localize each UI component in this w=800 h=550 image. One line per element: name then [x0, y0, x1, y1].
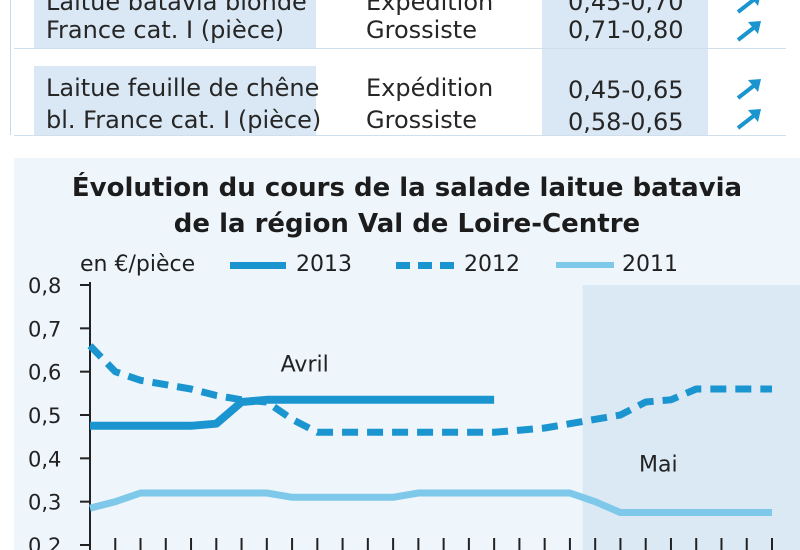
product-name: bl. France cat. I (pièce): [46, 106, 322, 134]
price-value: 0,45-0,65: [568, 76, 684, 104]
chart-subtitle: de la région Val de Loire-Centre: [173, 209, 641, 239]
legend-swatch-2011: [556, 250, 620, 280]
up-arrow-icon: [736, 79, 761, 100]
y-tick-label: 0,8: [28, 274, 61, 298]
legend-label-2013: 2013: [296, 252, 352, 277]
legend-label-2012: 2012: [464, 252, 520, 277]
y-tick-label: 0,2: [28, 534, 61, 550]
product-name: France cat. I (pièce): [46, 16, 285, 44]
stage-label: Expédition: [366, 0, 494, 16]
y-tick-label: 0,6: [28, 361, 61, 385]
series-line-2011: [89, 489, 772, 516]
product-name: Laitue batavia blonde: [46, 0, 307, 16]
stage-label: Grossiste: [366, 106, 477, 134]
series-line-2012: [87, 343, 772, 436]
chart-title: Évolution du cours de la salade laitue b…: [71, 173, 743, 203]
stage-label: Grossiste: [366, 16, 477, 44]
product-cell-batavia: [34, 0, 316, 48]
month-label: Mai: [639, 452, 678, 477]
price-value: 0,58-0,65: [568, 108, 684, 136]
price-value: 0,45-0,70: [568, 0, 684, 16]
up-arrow-icon: [736, 0, 760, 14]
stage-label: Expédition: [366, 74, 494, 102]
product-cell-chene: [34, 66, 316, 135]
legend-swatch-2013: [230, 250, 290, 280]
y-tick-label: 0,4: [28, 447, 61, 471]
product-name: Laitue feuille de chêne: [46, 74, 320, 102]
up-arrow-icon: [736, 109, 761, 130]
month-label: Avril: [281, 353, 329, 378]
table-left-rule: [10, 0, 11, 135]
legend-swatch-2012: [396, 250, 460, 280]
row-divider: [14, 135, 786, 136]
price-table: Laitue batavia blonde France cat. I (piè…: [0, 0, 800, 140]
price-column: [542, 0, 708, 135]
y-tick-label: 0,5: [28, 404, 61, 428]
series-line-2013: [90, 395, 495, 430]
unit-label: en €/pièce: [80, 252, 196, 277]
y-tick-label: 0,7: [28, 317, 61, 341]
legend-label-2011: 2011: [622, 252, 678, 277]
y-tick-label: 0,3: [28, 491, 61, 515]
up-arrow-icon: [736, 21, 761, 42]
row-divider: [14, 48, 786, 49]
price-value: 0,71-0,80: [568, 16, 684, 44]
